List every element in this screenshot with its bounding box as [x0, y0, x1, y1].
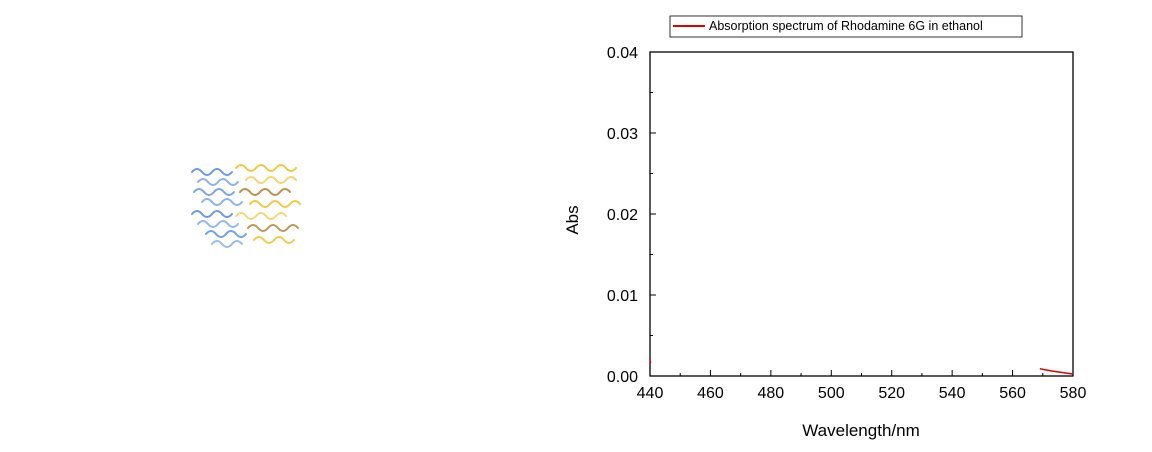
x-tick-label: 500	[818, 385, 845, 402]
x-tick-label: 440	[637, 385, 664, 402]
y-tick-label: 0.01	[607, 288, 638, 305]
molecular-ribbons-icon	[191, 164, 301, 248]
legend-label: Absorption spectrum of Rhodamine 6G in e…	[709, 19, 983, 33]
x-tick-label: 480	[758, 385, 785, 402]
x-tick-label: 540	[939, 385, 966, 402]
legend-box	[669, 15, 1023, 38]
x-tick-label: 560	[999, 385, 1026, 402]
y-tick-label: 0.04	[607, 45, 638, 62]
series-line-segment	[649, 359, 652, 364]
series-layer	[649, 359, 1074, 375]
y-tick-label: 0.00	[607, 369, 638, 386]
y-tick-label: 0.03	[607, 126, 638, 143]
x-tick-label: 580	[1060, 385, 1087, 402]
y-axis-label: Abs	[563, 205, 582, 234]
series-line-segment	[1039, 367, 1074, 375]
y-axis-ticks: 0.00 0.01 0.02 0.03 0.04	[607, 45, 656, 386]
x-axis-ticks: 440 460 480 500 520 540 560 580	[637, 370, 1087, 402]
x-tick-label: 520	[878, 385, 905, 402]
legend: Absorption spectrum of Rhodamine 6G in e…	[669, 15, 1023, 38]
x-tick-label: 460	[697, 385, 724, 402]
y-tick-label: 0.02	[607, 207, 638, 224]
x-axis-label: Wavelength/nm	[802, 421, 919, 440]
plot-frame	[649, 51, 1074, 377]
